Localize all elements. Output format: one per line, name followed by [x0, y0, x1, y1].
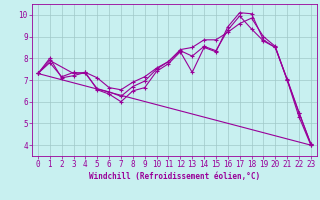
- X-axis label: Windchill (Refroidissement éolien,°C): Windchill (Refroidissement éolien,°C): [89, 172, 260, 181]
